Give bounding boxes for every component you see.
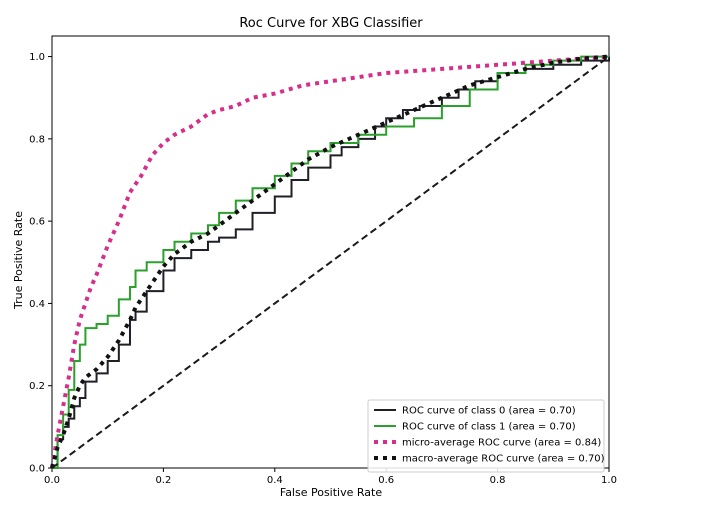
series-layer — [50, 54, 610, 469]
series-line-3 — [50, 54, 610, 469]
y-tick-label: 1.0 — [29, 52, 45, 63]
y-tick-label: 0.6 — [29, 217, 45, 228]
legend-label: macro-average ROC curve (area = 0.70) — [402, 454, 605, 465]
legend-label: micro-average ROC curve (area = 0.84) — [402, 438, 601, 449]
plot-frame — [51, 35, 610, 469]
y-axis-label: True Positive Rate — [12, 211, 25, 310]
y-tick-label: 0.8 — [29, 134, 45, 145]
x-tick-label: 0.2 — [155, 475, 171, 486]
legend-label: ROC curve of class 0 (area = 0.70) — [402, 406, 576, 417]
legend: ROC curve of class 0 (area = 0.70) ROC cu… — [367, 399, 605, 473]
x-tick-label: 0.6 — [378, 475, 394, 486]
x-axis-label: False Positive Rate — [280, 486, 382, 499]
chart-title: Roc Curve for XBG Classifier — [239, 16, 423, 31]
legend-label: ROC curve of class 1 (area = 0.70) — [402, 422, 576, 433]
x-tick-label: 0.0 — [44, 475, 60, 486]
x-tick-label: 0.4 — [267, 475, 283, 486]
series-line-1 — [52, 55, 609, 469]
x-tick-label: 1.0 — [601, 475, 617, 486]
y-tick-label: 0.4 — [29, 299, 45, 310]
legend-box — [367, 399, 605, 473]
chance-diagonal-line — [51, 55, 610, 469]
series-line-2 — [50, 54, 610, 469]
y-tick-label: 0.2 — [29, 381, 45, 392]
y-tick-label: 0.0 — [29, 464, 45, 475]
axes: 0.0 0.2 0.4 0.6 0.8 1.0 0.0 0.2 0.4 0.6 0.8 1.0 — [29, 35, 617, 486]
x-tick-label: 0.8 — [490, 475, 506, 486]
